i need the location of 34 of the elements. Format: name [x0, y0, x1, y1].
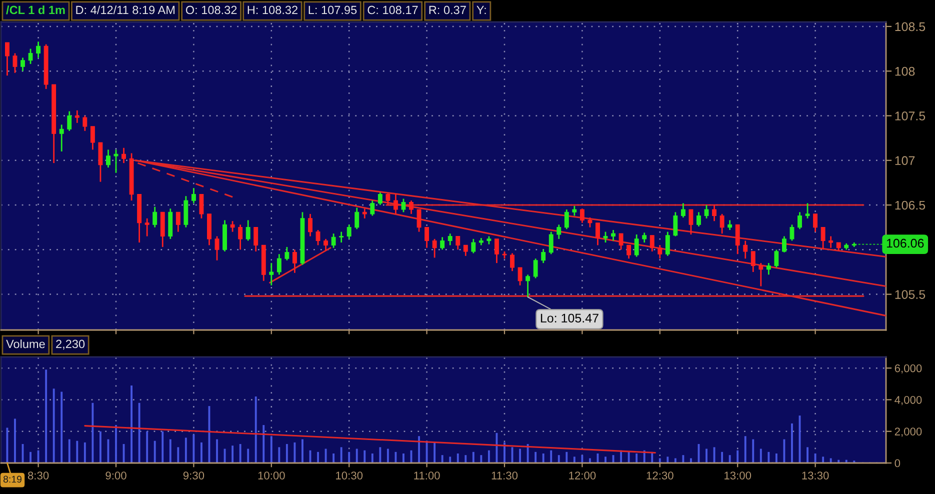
y-tick-label: 107	[895, 156, 915, 166]
x-tick-label: 12:30	[646, 472, 674, 480]
text: D: 4/12/11 8:19 AM	[76, 6, 174, 14]
x-tick-label: 11:30	[492, 472, 518, 480]
y-tick-label: 108	[895, 66, 915, 76]
annotation: 8:19	[3, 476, 22, 483]
annotation: Lo: 105.47	[540, 314, 598, 323]
x-tick-label: 9:00	[106, 472, 126, 480]
y-tick-label: 106.5	[895, 200, 926, 210]
x-tick-label: 13:00	[724, 472, 752, 480]
x-tick-label: 10:00	[258, 472, 285, 480]
y-tick-label: 107.5	[895, 112, 926, 120]
text: H: 108.32	[248, 6, 298, 14]
annotation: 106.06	[886, 238, 924, 248]
text: R: 0.37	[429, 6, 466, 14]
y-tick-label: 2,000	[894, 428, 922, 437]
text: C: 108.17	[368, 6, 418, 14]
y-tick-label: 0	[894, 459, 900, 468]
x-tick-label: 10:30	[336, 472, 363, 480]
text: Y:	[476, 6, 486, 14]
text: O: 108.32	[186, 6, 237, 14]
chart-title: /CL 1 d 1m	[6, 6, 65, 14]
y-tick-label: 4,000	[894, 396, 922, 406]
x-tick-label: 11:00	[414, 472, 440, 480]
y-tick-label: 105.5	[895, 290, 926, 299]
x-tick-label: 8:30	[28, 472, 49, 480]
text: 2,230	[56, 340, 85, 350]
x-tick-label: 13:30	[802, 472, 829, 480]
chart-title: Volume	[6, 339, 45, 348]
y-tick-label: 108.5	[895, 22, 926, 32]
text: L: 107.95	[308, 6, 357, 14]
y-tick-label: 6,000	[894, 364, 922, 374]
x-tick-label: 12:00	[569, 472, 596, 480]
x-tick-label: 9:30	[183, 472, 204, 480]
